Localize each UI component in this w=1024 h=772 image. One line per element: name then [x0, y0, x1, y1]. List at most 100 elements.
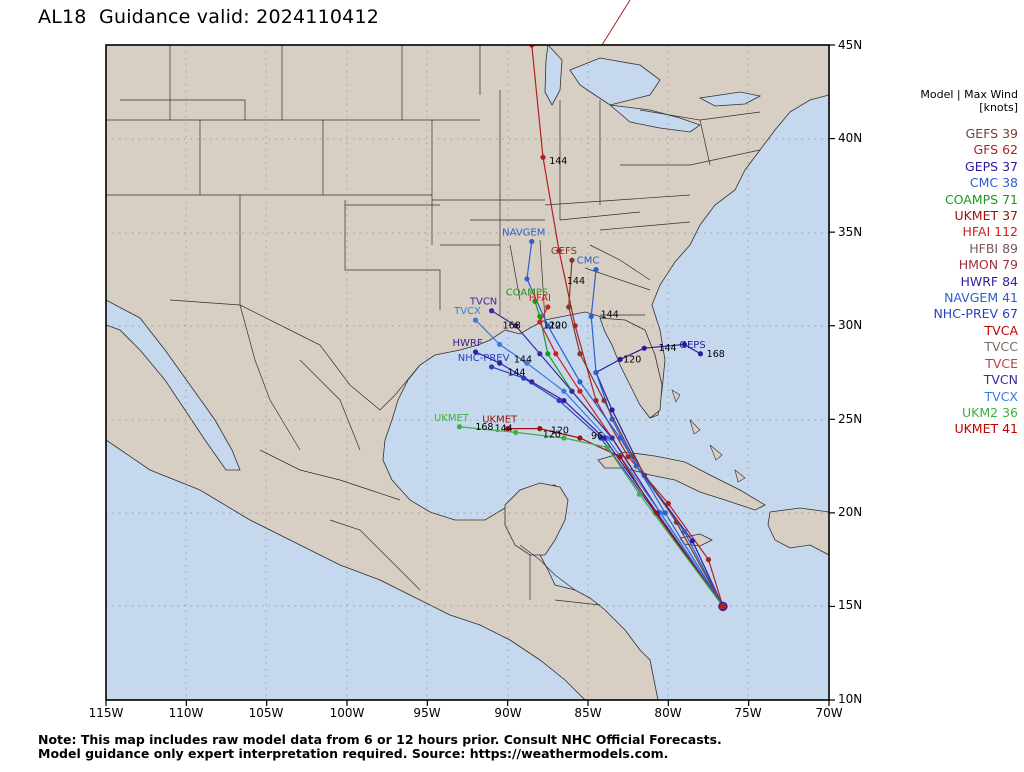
legend-max-wind: 37	[1002, 208, 1018, 224]
legend-entry: GEFS 39	[920, 126, 1018, 142]
lon-label-115w: 115W	[88, 706, 124, 720]
pacific-ocean	[106, 439, 586, 700]
lat-label-40n: 40N	[838, 131, 863, 145]
legend-model-name: TVCX	[984, 388, 1018, 404]
lat-label-15n: 15N	[838, 598, 863, 612]
track-ukm2[interactable]	[459, 426, 724, 607]
track-point	[537, 351, 543, 357]
track-point	[537, 319, 543, 325]
track-point	[545, 304, 551, 310]
track-point	[556, 397, 562, 404]
lon-label-105w: 105W	[248, 706, 284, 720]
legend-model-name: TVCA	[984, 322, 1018, 338]
track-point	[545, 351, 551, 357]
track-point	[513, 429, 519, 435]
track-point	[598, 435, 604, 441]
yucatan	[504, 482, 569, 556]
legend-header-line2: [knots]	[979, 101, 1018, 114]
track-point	[521, 375, 527, 381]
legend-model-name: NHC-PREV	[933, 306, 999, 322]
track-ukmet[interactable]	[507, 428, 724, 607]
track-point	[561, 397, 567, 404]
lat-label-10n: 10N	[838, 692, 863, 706]
track-end-label: HWRF	[452, 338, 482, 349]
legend-max-wind: 39	[1002, 126, 1018, 141]
legend-max-wind: 41	[1002, 290, 1018, 306]
forecast-hour-label: 120	[549, 321, 567, 332]
forecast-hour-label: 144	[658, 343, 676, 354]
legend-model-name: UKMET	[954, 208, 999, 224]
track-point	[529, 379, 535, 385]
storm-initial-position	[718, 601, 728, 612]
legend-entry: TVCN	[920, 372, 1018, 388]
gfs-track-extension	[601, 0, 631, 46]
track-point	[489, 364, 495, 370]
legend-max-wind: 41	[1002, 421, 1018, 437]
forecast-hour-label: 144	[495, 424, 513, 435]
track-point	[569, 257, 575, 263]
lon-label-70w: 70W	[815, 706, 843, 720]
track-point	[561, 388, 567, 394]
track-point	[556, 248, 562, 254]
track-point	[524, 276, 530, 282]
track-end-label: TVCN	[469, 297, 497, 308]
legend-entry: TVCC	[920, 339, 1018, 355]
track-point	[456, 424, 463, 430]
legend-model-name: HFAI	[962, 224, 991, 240]
track-point	[662, 510, 668, 516]
legend-entry: NHC-PREV 67	[920, 306, 1018, 322]
footer-note: Note: This map includes raw model data f…	[38, 733, 722, 761]
track-point	[604, 444, 610, 450]
forecast-hour-label: 120	[623, 354, 641, 365]
forecast-hour-label: 120	[543, 321, 561, 332]
footer-note-line2: Model guidance only expert interpretatio…	[38, 746, 669, 761]
track-end-label: GEPS	[679, 340, 705, 351]
track-point	[588, 313, 594, 319]
track-point	[593, 266, 599, 273]
legend-entry: HWRF 84	[920, 274, 1018, 290]
legend-header: Model | Max Wind [knots]	[920, 88, 1018, 114]
lat-label-45n: 45N	[838, 38, 863, 52]
track-point	[577, 388, 583, 394]
track-point	[513, 323, 519, 329]
lon-label-80w: 80W	[654, 706, 682, 720]
forecast-hour-label: 168	[707, 349, 725, 360]
track-point	[636, 491, 643, 497]
legend-entry: GFS 62	[920, 142, 1018, 158]
track-point	[497, 360, 503, 366]
track-point	[697, 351, 704, 357]
model-tracks: 144GEPS120144168CMC144GEFS144NAVGEMCOAMP…	[434, 45, 728, 612]
forecast-hour-label: 144	[567, 276, 585, 287]
legend-entry: UKMET 37	[920, 208, 1018, 224]
legend-entry: GEPS 37	[920, 159, 1018, 175]
lat-label-20n: 20N	[838, 505, 863, 519]
page-title: AL18 Guidance valid: 2024110412	[38, 6, 380, 28]
track-end-label: NAVGEM	[502, 228, 545, 239]
legend-entry: HFAI 112	[920, 224, 1018, 240]
track-point	[673, 519, 679, 525]
bahamas	[671, 389, 746, 483]
track-point	[529, 238, 535, 245]
forecast-hour-label: 96	[591, 431, 603, 442]
track-point	[681, 528, 688, 535]
lon-label-85w: 85W	[574, 706, 602, 720]
model-legend: Model | Max Wind [knots] GEFS 39 GFS 62 GE…	[920, 88, 1018, 438]
legend-model-name: GEFS	[965, 126, 999, 141]
landmass-north-america	[106, 45, 829, 700]
legend-model-name: TVCE	[985, 355, 1018, 371]
legend-entry: NAVGEM 41	[920, 290, 1018, 306]
florida	[599, 317, 663, 419]
legend-header-line1: Model | Max Wind	[920, 88, 1018, 101]
legend-max-wind: 37	[1002, 158, 1018, 174]
axis-ticks	[105, 44, 835, 706]
track-end-label: TVCX	[453, 306, 481, 317]
track-point	[472, 317, 479, 323]
track-point	[545, 323, 551, 329]
lon-label-110w: 110W	[168, 706, 204, 720]
legend-max-wind: 67	[1002, 306, 1018, 322]
legend-max-wind: 71	[1002, 191, 1018, 207]
legend-model-name: TVCC	[984, 339, 1018, 355]
track-point	[689, 538, 696, 544]
